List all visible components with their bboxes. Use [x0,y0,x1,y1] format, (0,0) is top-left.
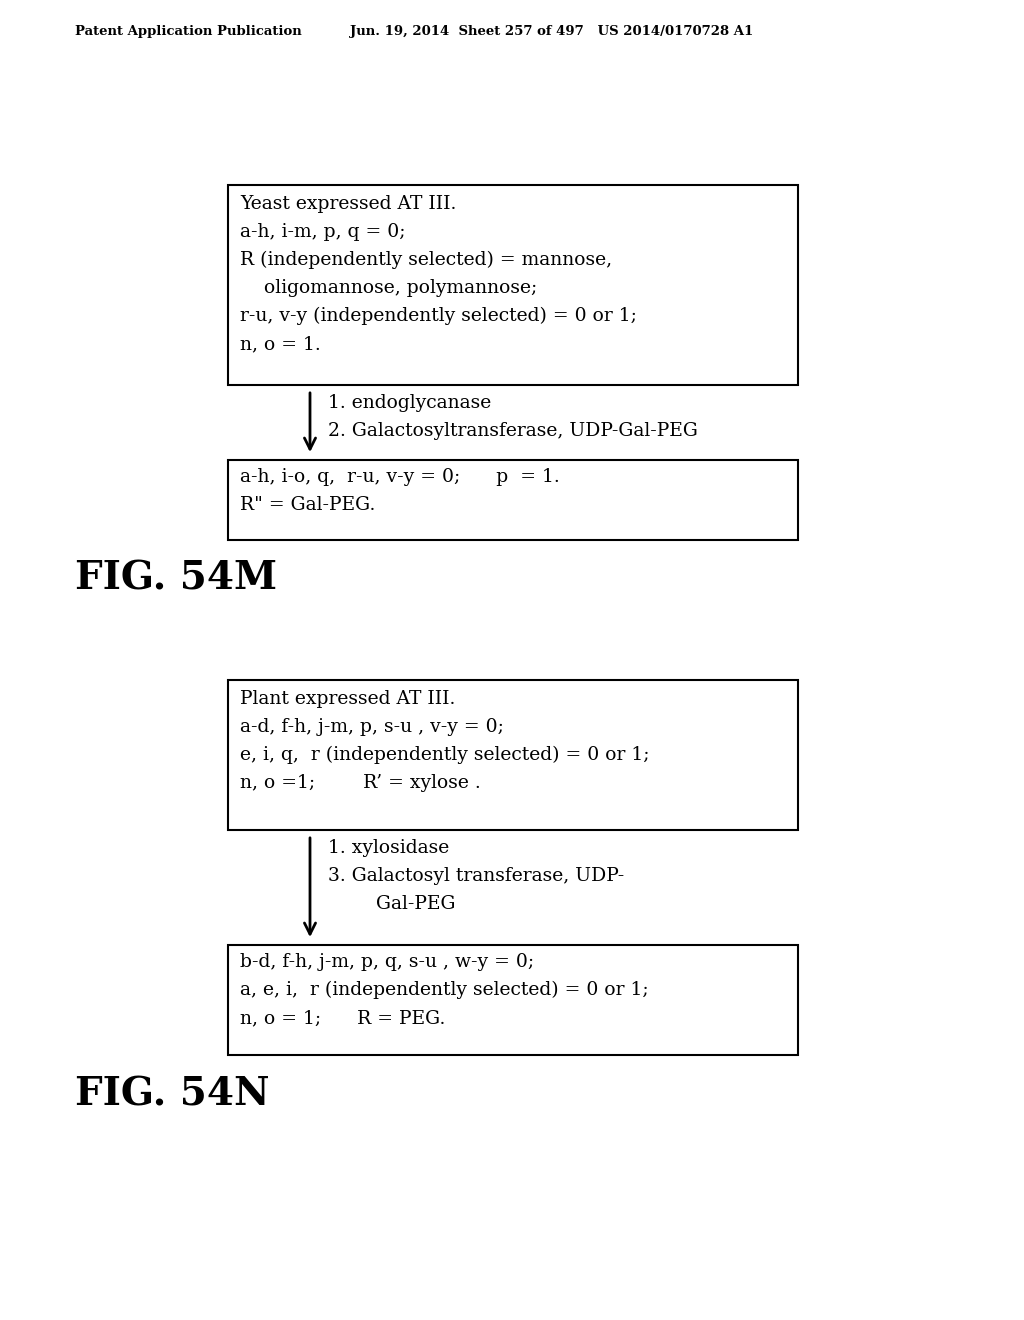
Text: 1. xylosidase: 1. xylosidase [328,840,450,857]
Bar [228,680,798,830]
Text: R" = Gal-PEG.: R" = Gal-PEG. [240,496,376,513]
Text: n, o = 1.: n, o = 1. [240,335,321,352]
Bar [228,945,798,1055]
Text: 2. Galactosyltransferase, UDP-Gal-PEG: 2. Galactosyltransferase, UDP-Gal-PEG [328,422,698,440]
Text: FIG. 54M: FIG. 54M [75,560,278,598]
Text: Plant expressed AT III.: Plant expressed AT III. [240,690,456,708]
Text: r-u, v-y (independently selected) = 0 or 1;: r-u, v-y (independently selected) = 0 or… [240,308,637,325]
Text: 3. Galactosyl transferase, UDP-: 3. Galactosyl transferase, UDP- [328,867,625,884]
Text: FIG. 54N: FIG. 54N [75,1074,269,1113]
Bar [228,459,798,540]
Text: a-d, f-h, j-m, p, s-u , v-y = 0;: a-d, f-h, j-m, p, s-u , v-y = 0; [240,718,504,737]
Text: a-h, i-m, p, q = 0;: a-h, i-m, p, q = 0; [240,223,406,242]
Text: 1. endoglycanase: 1. endoglycanase [328,393,492,412]
Text: Patent Application Publication: Patent Application Publication [75,25,302,38]
Text: a-h, i-o, q,  r-u, v-y = 0;      p  = 1.: a-h, i-o, q, r-u, v-y = 0; p = 1. [240,469,560,486]
Text: Yeast expressed AT III.: Yeast expressed AT III. [240,195,457,213]
Text: Gal-PEG: Gal-PEG [328,895,456,913]
Text: R (independently selected) = mannose,: R (independently selected) = mannose, [240,251,612,269]
Text: b-d, f-h, j-m, p, q, s-u , w-y = 0;: b-d, f-h, j-m, p, q, s-u , w-y = 0; [240,953,535,972]
Text: n, o =1;        R’ = xylose .: n, o =1; R’ = xylose . [240,774,480,792]
Text: n, o = 1;      R = PEG.: n, o = 1; R = PEG. [240,1008,445,1027]
Bar [228,185,798,385]
Text: oligomannose, polymannose;: oligomannose, polymannose; [240,279,538,297]
Text: e, i, q,  r (independently selected) = 0 or 1;: e, i, q, r (independently selected) = 0 … [240,746,649,764]
Text: a, e, i,  r (independently selected) = 0 or 1;: a, e, i, r (independently selected) = 0 … [240,981,648,999]
Text: Jun. 19, 2014  Sheet 257 of 497   US 2014/0170728 A1: Jun. 19, 2014 Sheet 257 of 497 US 2014/0… [350,25,754,38]
